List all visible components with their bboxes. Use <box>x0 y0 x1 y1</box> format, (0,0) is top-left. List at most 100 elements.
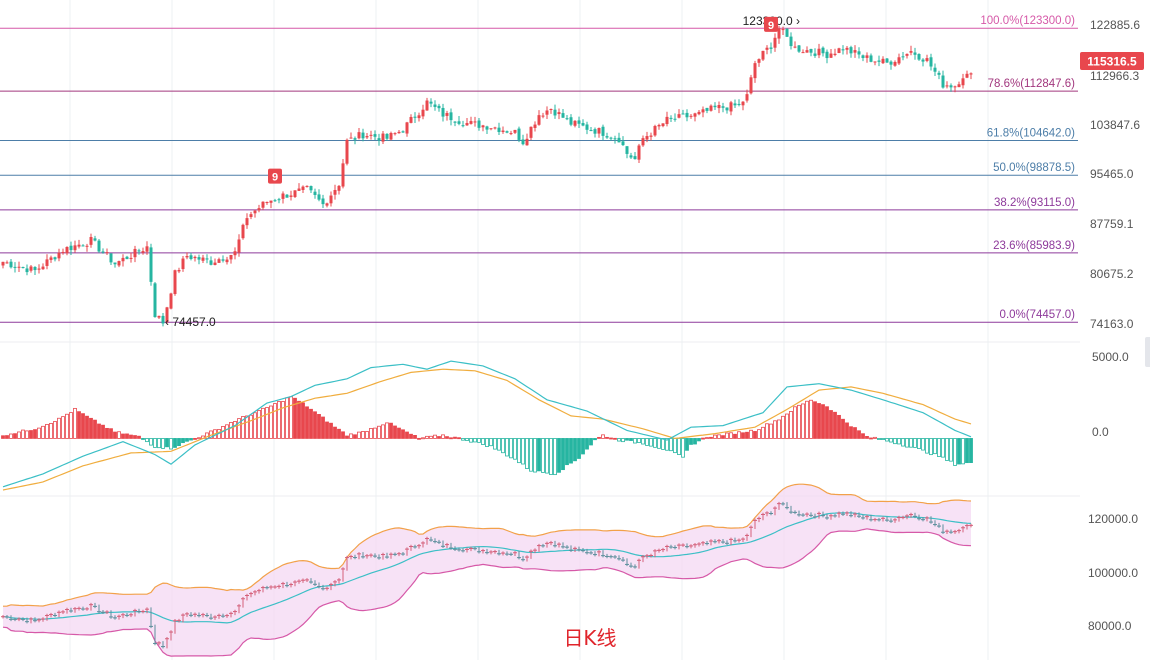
candle-body[interactable] <box>501 130 505 132</box>
candle-body[interactable] <box>885 58 889 63</box>
candle-body[interactable] <box>169 293 173 309</box>
candle-body[interactable] <box>477 120 481 128</box>
candle-body[interactable] <box>541 115 545 117</box>
candle-body[interactable] <box>329 195 333 204</box>
candle-body[interactable] <box>93 238 97 241</box>
candle-body[interactable] <box>185 256 189 258</box>
candle-body[interactable] <box>37 268 41 270</box>
candle-body[interactable] <box>337 185 341 191</box>
candle-body[interactable] <box>153 283 157 318</box>
candle-body[interactable] <box>677 114 681 118</box>
candle-body[interactable] <box>589 130 593 132</box>
candle-body[interactable] <box>73 245 77 251</box>
candle-body[interactable] <box>301 186 305 190</box>
last-price-tag[interactable]: 115316.5 <box>1080 52 1144 70</box>
candle-body[interactable] <box>189 255 193 259</box>
candle-body[interactable] <box>405 122 409 134</box>
candle-body[interactable] <box>69 245 73 251</box>
candle-body[interactable] <box>149 247 153 282</box>
candle-body[interactable] <box>489 128 493 130</box>
candle-body[interactable] <box>577 120 581 124</box>
candle-body[interactable] <box>437 105 441 109</box>
candle-body[interactable] <box>21 267 25 269</box>
candle-body[interactable] <box>125 256 129 260</box>
candle-body[interactable] <box>745 94 749 101</box>
candle-body[interactable] <box>285 194 289 198</box>
candle-body[interactable] <box>105 252 109 254</box>
candle-body[interactable] <box>605 136 609 138</box>
candle-body[interactable] <box>673 118 677 120</box>
candle-body[interactable] <box>521 139 525 145</box>
candle-body[interactable] <box>773 37 777 48</box>
candle-body[interactable] <box>65 246 69 254</box>
candle-body[interactable] <box>581 123 585 126</box>
candle-body[interactable] <box>725 107 729 111</box>
candle-body[interactable] <box>657 124 661 127</box>
candle-body[interactable] <box>821 47 825 54</box>
candle-body[interactable] <box>817 48 821 56</box>
candle-body[interactable] <box>829 53 833 58</box>
candle-body[interactable] <box>641 138 645 146</box>
candle-body[interactable] <box>53 257 57 260</box>
candle-body[interactable] <box>313 191 317 195</box>
candle-body[interactable] <box>453 121 457 123</box>
candle-body[interactable] <box>253 210 257 214</box>
candle-body[interactable] <box>777 28 781 39</box>
candle-body[interactable] <box>117 261 121 266</box>
candle-body[interactable] <box>957 84 961 88</box>
candle-body[interactable] <box>625 146 629 154</box>
candle-body[interactable] <box>485 126 489 130</box>
candle-body[interactable] <box>697 111 701 115</box>
candle-body[interactable] <box>929 57 933 67</box>
candle-body[interactable] <box>845 47 849 50</box>
candle-body[interactable] <box>389 132 393 140</box>
candle-body[interactable] <box>113 262 117 265</box>
price-panel[interactable]: 100.0%(123300.0) 78.6%(112847.6) 61.8%(104… <box>0 14 1078 329</box>
candle-body[interactable] <box>345 139 349 164</box>
candle-body[interactable] <box>77 244 81 247</box>
candle-body[interactable] <box>549 109 553 111</box>
candle-body[interactable] <box>281 193 285 199</box>
candle-body[interactable] <box>753 63 757 79</box>
candle-body[interactable] <box>397 131 401 134</box>
candle-body[interactable] <box>465 123 469 126</box>
candle-body[interactable] <box>969 73 973 75</box>
candle-body[interactable] <box>553 109 557 116</box>
candle-body[interactable] <box>733 103 737 106</box>
candle-body[interactable] <box>729 102 733 112</box>
candle-body[interactable] <box>41 266 45 270</box>
candle-body[interactable] <box>229 254 233 260</box>
candle-body[interactable] <box>961 78 965 86</box>
candle-body[interactable] <box>317 194 321 200</box>
candle-body[interactable] <box>409 116 413 123</box>
candle-body[interactable] <box>841 49 845 51</box>
candle-body[interactable] <box>197 257 201 260</box>
candle-body[interactable] <box>137 250 141 252</box>
candle-body[interactable] <box>921 59 925 62</box>
candle-body[interactable] <box>565 118 569 120</box>
candle-body[interactable] <box>869 55 873 62</box>
candle-body[interactable] <box>649 135 653 137</box>
candle-body[interactable] <box>585 124 589 130</box>
candle-body[interactable] <box>341 163 345 187</box>
candle-body[interactable] <box>933 67 937 72</box>
candle-body[interactable] <box>681 113 685 115</box>
candle-body[interactable] <box>909 51 913 53</box>
candle-body[interactable] <box>249 214 253 218</box>
candle-body[interactable] <box>17 266 21 268</box>
candle-body[interactable] <box>689 115 693 117</box>
candle-body[interactable] <box>717 105 721 109</box>
candle-body[interactable] <box>425 100 429 111</box>
macd-panel[interactable] <box>1 360 973 491</box>
candle-body[interactable] <box>49 257 53 260</box>
candle-body[interactable] <box>157 315 161 318</box>
candle-body[interactable] <box>737 103 741 105</box>
candle-body[interactable] <box>901 56 905 58</box>
candle-body[interactable] <box>25 268 29 273</box>
candle-body[interactable] <box>89 237 93 245</box>
candle-body[interactable] <box>945 85 949 87</box>
candle-body[interactable] <box>141 251 145 253</box>
candle-body[interactable] <box>133 248 137 258</box>
candle-body[interactable] <box>57 252 61 259</box>
candle-body[interactable] <box>265 202 269 204</box>
